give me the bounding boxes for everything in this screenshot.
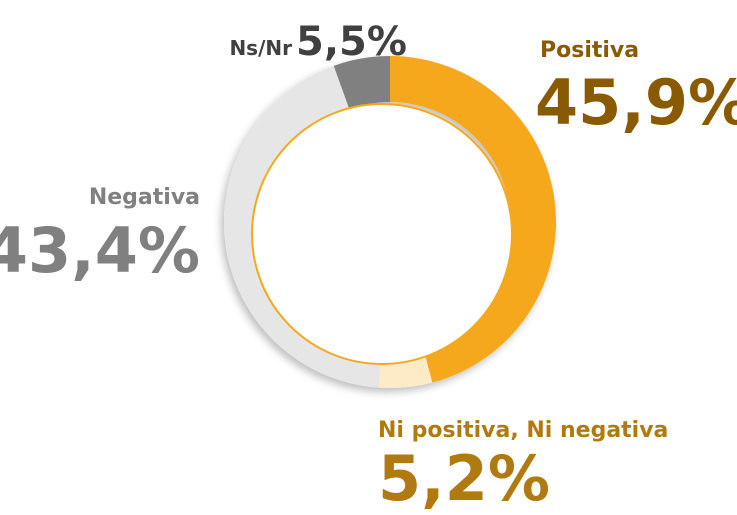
category-label: Negativa	[89, 185, 200, 210]
donut-segment	[333, 56, 390, 110]
value-label: 5,5%	[296, 19, 407, 65]
value-label: 5,2%	[378, 442, 550, 515]
category-label: Ns/Nr	[229, 36, 292, 60]
category-label: Ni positiva, Ni negativa	[378, 418, 668, 443]
donut-segment	[224, 65, 382, 388]
donut-hole	[251, 103, 513, 365]
category-label: Positiva	[540, 38, 639, 63]
donut-segment	[390, 56, 556, 383]
value-label: 43,4%	[0, 214, 200, 287]
value-label: 45,9%	[535, 66, 737, 139]
